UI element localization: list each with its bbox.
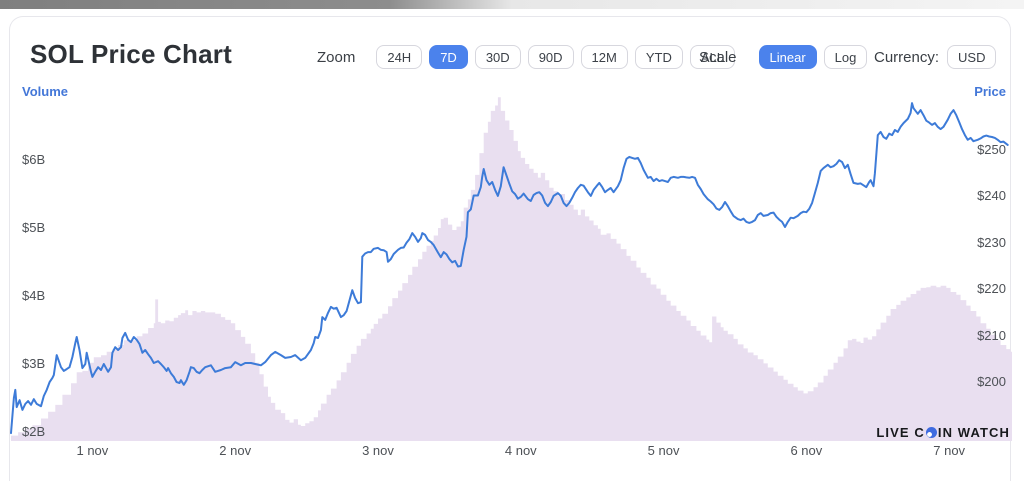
currency-usd-button[interactable]: USD: [947, 45, 997, 69]
zoom-ytd-button[interactable]: YTD: [634, 45, 683, 69]
livecoinwatch-watermark: LIVE C IN WATCH: [876, 425, 1010, 440]
volume-axis-title: Volume: [22, 84, 68, 99]
currency-label: Currency:: [874, 48, 940, 66]
window-edge-strip: [0, 0, 1024, 9]
zoom-label: Zoom: [317, 48, 356, 66]
watermark-text-left: LIVE C: [876, 425, 925, 440]
zoom-30d-button[interactable]: 30D: [474, 45, 521, 69]
scale-linear-button[interactable]: Linear: [758, 45, 817, 69]
volume-area: [11, 97, 1012, 442]
zoom-7d-button[interactable]: 7D: [429, 45, 468, 69]
price-line: [10, 102, 1009, 435]
zoom-all-button[interactable]: ALL: [689, 45, 735, 69]
scale-label: Scale: [699, 48, 737, 66]
zoom-button-group: Zoom 24H 7D 30D 90D 12M YTD ALL: [317, 45, 735, 69]
livecoinwatch-logo-dot-icon: [925, 427, 937, 438]
zoom-24h-button[interactable]: 24H: [376, 45, 423, 69]
zoom-90d-button[interactable]: 90D: [527, 45, 574, 69]
page-title: SOL Price Chart: [30, 39, 232, 69]
scale-button-group: Scale Linear Log: [699, 45, 868, 69]
scale-log-button[interactable]: Log: [823, 45, 868, 69]
watermark-text-right: IN WATCH: [937, 425, 1010, 440]
price-axis-title: Price: [974, 84, 1006, 99]
currency-button-group: Currency: USD: [874, 45, 997, 69]
zoom-12m-button[interactable]: 12M: [580, 45, 628, 69]
